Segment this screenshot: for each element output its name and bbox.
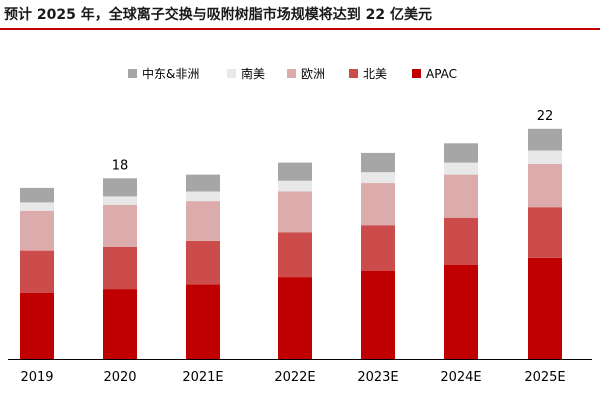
x-tick-label: 2019 — [20, 370, 53, 385]
bar-segment — [361, 271, 395, 359]
bar-segment — [278, 162, 312, 181]
bar-segment — [361, 152, 395, 173]
bar-segment — [444, 162, 478, 175]
x-tick-label: 2020 — [103, 370, 136, 385]
legend-swatch — [128, 69, 137, 78]
bar-segment — [278, 232, 312, 278]
x-tick-label: 2023E — [357, 370, 398, 385]
bar-segment — [528, 128, 562, 151]
bar-segment — [186, 191, 220, 202]
bar-segment — [103, 196, 137, 205]
legend-swatch — [227, 69, 236, 78]
data-label: 22 — [537, 109, 554, 124]
legend-label: 欧洲 — [301, 67, 325, 81]
legend-label: 中东&非洲 — [142, 66, 199, 81]
bar-segment — [103, 289, 137, 359]
legend-swatch — [349, 69, 358, 78]
bar-segment — [20, 202, 54, 211]
bar-segment — [186, 174, 220, 192]
bar-segment — [444, 218, 478, 265]
legend-label: 北美 — [363, 67, 387, 81]
bar-segment — [528, 163, 562, 208]
chart-title: 预计 2025 年，全球离子交换与吸附树脂市场规模将达到 22 亿美元 — [4, 7, 432, 23]
bar-segment — [444, 265, 478, 359]
legend-swatch — [287, 69, 296, 78]
bar-segment — [186, 240, 220, 285]
bar-segment — [528, 257, 562, 359]
bar-segment — [278, 180, 312, 192]
x-tick-label: 2025E — [524, 370, 565, 385]
x-tick-label: 2021E — [182, 370, 223, 385]
bar-segment — [444, 143, 478, 163]
bar-segment — [20, 187, 54, 203]
title-divider — [0, 28, 600, 30]
x-tick-label: 2024E — [440, 370, 481, 385]
bar-segment — [186, 284, 220, 359]
data-label: 18 — [112, 158, 129, 173]
bar-segment — [528, 150, 562, 164]
bar-segment — [361, 172, 395, 183]
bar-segment — [278, 277, 312, 359]
bar-segment — [20, 210, 54, 251]
legend-label: APAC — [426, 67, 457, 81]
bar-segment — [186, 201, 220, 241]
bar-segment — [528, 207, 562, 258]
bar-segment — [103, 246, 137, 290]
bar-segment — [444, 174, 478, 218]
bar-segment — [361, 183, 395, 226]
bar-segment — [20, 250, 54, 293]
bar-segment — [103, 178, 137, 197]
legend-label: 南美 — [241, 66, 265, 81]
bar-segment — [361, 225, 395, 271]
legend-swatch — [412, 69, 421, 78]
bar-segment — [278, 191, 312, 233]
x-tick-label: 2022E — [274, 370, 315, 385]
bar-segment — [103, 204, 137, 247]
bar-segment — [20, 292, 54, 359]
